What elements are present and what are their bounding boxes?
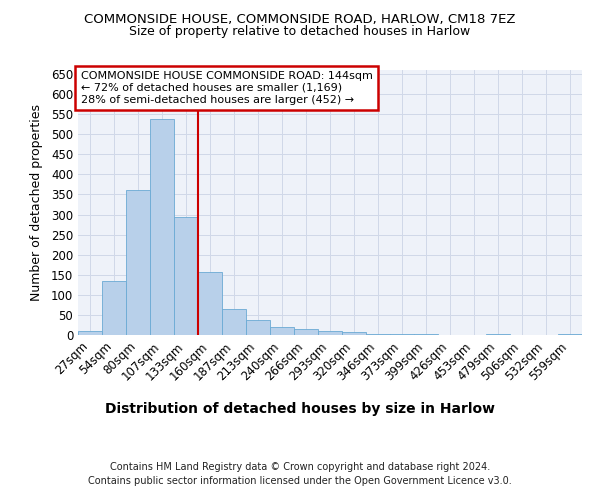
Bar: [270, 327, 294, 335]
Bar: [390, 334, 414, 335]
Bar: [414, 334, 438, 335]
Bar: [222, 309, 246, 335]
Bar: [78, 331, 102, 335]
Bar: [558, 334, 582, 335]
Y-axis label: Number of detached properties: Number of detached properties: [29, 104, 43, 301]
Bar: [294, 330, 318, 335]
Bar: [126, 190, 150, 335]
Bar: [246, 320, 270, 335]
Text: COMMONSIDE HOUSE, COMMONSIDE ROAD, HARLOW, CM18 7EZ: COMMONSIDE HOUSE, COMMONSIDE ROAD, HARLO…: [84, 12, 516, 26]
Bar: [102, 281, 126, 335]
Bar: [342, 332, 366, 335]
Bar: [366, 334, 390, 335]
Text: Contains public sector information licensed under the Open Government Licence v3: Contains public sector information licen…: [88, 476, 512, 486]
Text: Contains HM Land Registry data © Crown copyright and database right 2024.: Contains HM Land Registry data © Crown c…: [110, 462, 490, 472]
Bar: [318, 331, 342, 335]
Text: Distribution of detached houses by size in Harlow: Distribution of detached houses by size …: [105, 402, 495, 416]
Bar: [486, 334, 510, 335]
Bar: [150, 120, 174, 335]
Bar: [198, 272, 222, 335]
Bar: [174, 216, 198, 335]
Text: Size of property relative to detached houses in Harlow: Size of property relative to detached ho…: [130, 25, 470, 38]
Text: COMMONSIDE HOUSE COMMONSIDE ROAD: 144sqm
← 72% of detached houses are smaller (1: COMMONSIDE HOUSE COMMONSIDE ROAD: 144sqm…: [80, 72, 373, 104]
